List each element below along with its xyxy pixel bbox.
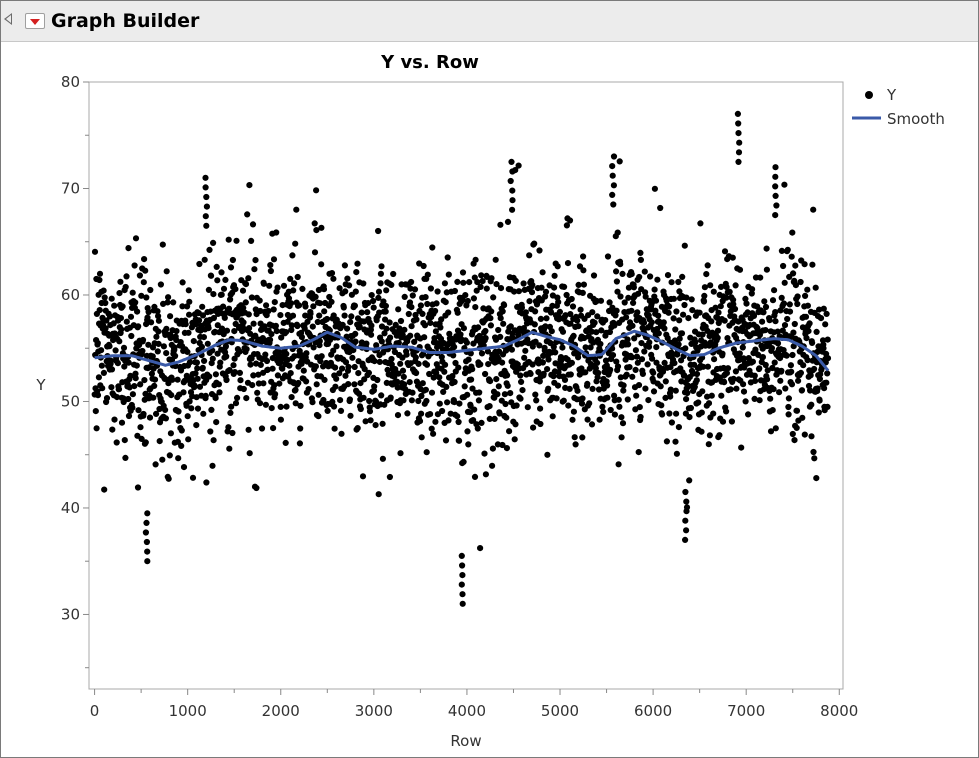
y-tick-label: 80 bbox=[61, 73, 80, 91]
legend-label-smooth: Smooth bbox=[887, 110, 945, 128]
axes-layer: 30 40 50 60 70 80 0 1000 2000 3000 4000 5000 6000 700… bbox=[61, 73, 858, 720]
y-tick-label: 30 bbox=[61, 605, 80, 623]
x-tick-label: 4000 bbox=[448, 702, 486, 720]
y-tick-label: 50 bbox=[61, 392, 80, 410]
window-title-bar: Graph Builder bbox=[1, 1, 978, 42]
x-tick-label: 0 bbox=[90, 702, 100, 720]
smooth-line bbox=[94, 329, 830, 372]
y-tick-label: 70 bbox=[61, 179, 80, 197]
y-tick-label: 40 bbox=[61, 499, 80, 517]
x-tick-label: 2000 bbox=[262, 702, 300, 720]
x-tick-label: 3000 bbox=[355, 702, 393, 720]
x-axis-label: Row bbox=[450, 732, 481, 750]
x-tick-label: 6000 bbox=[634, 702, 672, 720]
x-tick-label: 8000 bbox=[820, 702, 858, 720]
x-tick-label: 1000 bbox=[169, 702, 207, 720]
legend-label-y: Y bbox=[886, 86, 897, 104]
x-tick-label: 5000 bbox=[541, 702, 579, 720]
x-tick-label: 7000 bbox=[727, 702, 765, 720]
legend-point-icon bbox=[865, 91, 873, 99]
chart-title: Y vs. Row bbox=[380, 52, 479, 73]
y-data-points bbox=[91, 110, 832, 607]
y-tick-label: 60 bbox=[61, 286, 80, 304]
disclosure-triangle-icon[interactable] bbox=[4, 13, 12, 25]
red-triangle-menu-icon[interactable] bbox=[25, 13, 45, 29]
y-points-layer bbox=[91, 110, 832, 607]
y-axis-label: Y bbox=[35, 376, 46, 394]
window-title: Graph Builder bbox=[51, 10, 200, 32]
legend: Y Smooth bbox=[852, 86, 945, 128]
